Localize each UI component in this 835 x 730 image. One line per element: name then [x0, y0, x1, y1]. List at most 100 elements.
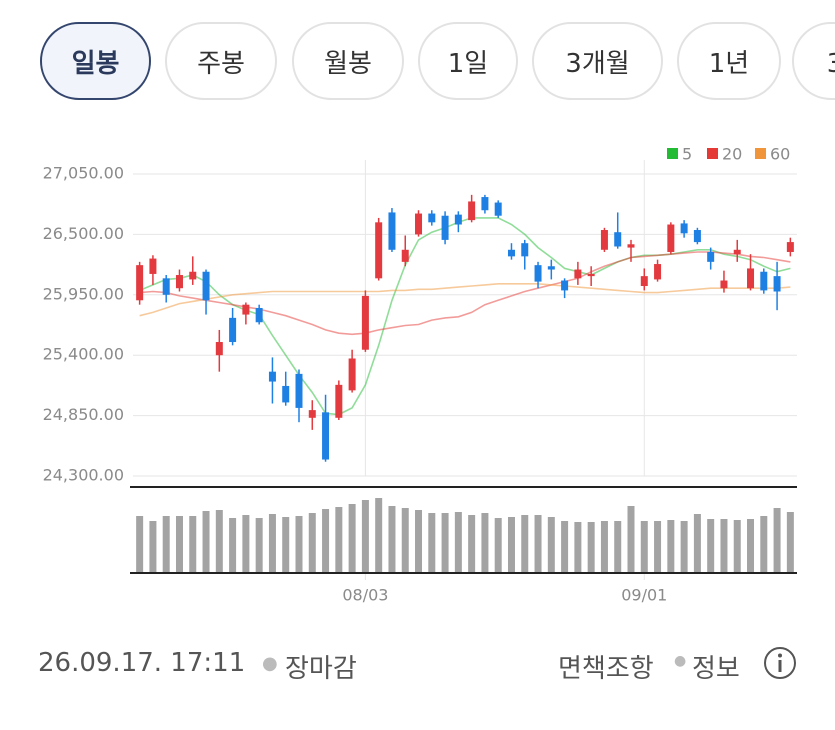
legend-swatch — [755, 148, 766, 159]
volume-bar — [468, 515, 476, 573]
volume-bar — [561, 521, 569, 573]
candle-body — [388, 212, 396, 250]
candle-body — [255, 307, 263, 323]
volume-bar — [587, 522, 595, 573]
candle-body — [136, 265, 144, 301]
footer: 26.09.17. 17:11 ● 장마감 면책조항 ● 정보 — [0, 636, 835, 692]
candle-body — [640, 276, 648, 287]
volume-bar — [614, 521, 622, 573]
candle-body — [481, 197, 489, 211]
candle-body — [202, 271, 210, 301]
volume-bar — [534, 515, 542, 573]
candle-body — [162, 278, 170, 295]
candle-body — [786, 242, 794, 252]
volume-bar — [388, 506, 396, 573]
candle-body — [268, 371, 276, 382]
volume-bar — [348, 504, 356, 573]
volume-bar — [786, 512, 794, 573]
volume-bar — [707, 519, 715, 573]
market-status: 장마감 — [285, 654, 357, 684]
volume-bar — [600, 521, 608, 573]
volume-bar — [773, 508, 781, 573]
period-tab[interactable]: 월봉 — [292, 22, 404, 100]
timestamp: 26.09.17. 17:11 — [38, 648, 246, 678]
candle-body — [574, 269, 582, 279]
volume-bar — [441, 513, 449, 573]
candle-body — [441, 215, 449, 240]
disclaimer-link[interactable]: 면책조항 — [558, 654, 654, 684]
volume-bar — [242, 515, 250, 573]
y-tick-label: 27,050.00 — [43, 164, 124, 183]
volume-bar — [215, 510, 223, 573]
candle-body — [215, 342, 223, 356]
period-tab[interactable]: 주봉 — [165, 22, 277, 100]
candle-body — [149, 258, 157, 274]
volume-bar — [361, 500, 369, 573]
candle-body — [693, 230, 701, 243]
volume-bar — [627, 506, 635, 573]
volume-bar — [175, 516, 183, 573]
candle-body — [401, 249, 409, 262]
y-tick-label: 24,850.00 — [43, 405, 124, 424]
candle-body — [229, 317, 237, 343]
candle-body — [534, 265, 542, 282]
candle-body — [308, 410, 316, 418]
x-tick-label: 09/01 — [621, 586, 667, 605]
candle-body — [507, 249, 515, 257]
volume-bar — [693, 514, 701, 573]
volume-bar — [162, 516, 170, 573]
y-tick-label: 25,950.00 — [43, 284, 124, 303]
candle-body — [747, 268, 755, 289]
candle-body — [587, 273, 595, 277]
candle-body — [733, 249, 741, 255]
volume-bar — [189, 516, 197, 573]
period-tab[interactable]: 3개월 — [532, 22, 663, 100]
candle-body — [454, 214, 462, 225]
volume-bar — [136, 516, 144, 573]
volume-bar — [760, 516, 768, 573]
legend-swatch — [667, 148, 678, 159]
volume-bar — [667, 520, 675, 573]
period-tab[interactable]: 3년 — [792, 22, 835, 100]
volume-bar — [255, 518, 263, 573]
candle-body — [667, 224, 675, 252]
period-tab[interactable]: 1년 — [677, 22, 781, 100]
volume-bar — [733, 520, 741, 573]
period-tab[interactable]: 일봉 — [40, 22, 151, 100]
volume-bar — [507, 517, 515, 573]
volume-bar — [481, 513, 489, 573]
volume-bar — [494, 518, 502, 573]
volume-bar — [720, 519, 728, 573]
volume-bar — [401, 508, 409, 573]
volume-bar — [149, 521, 157, 573]
x-tick-label: 08/03 — [342, 586, 388, 605]
volume-bar — [335, 507, 343, 573]
candle-body — [600, 230, 608, 250]
volume-bar — [295, 516, 303, 573]
y-tick-label: 25,400.00 — [43, 345, 124, 364]
candle-body — [614, 232, 622, 247]
info-link[interactable]: 정보 — [692, 654, 740, 684]
volume-bar — [454, 512, 462, 573]
candle-body — [547, 266, 555, 270]
chart: 24,300.00 24,850.00 25,400.00 25,950.00 26,5… — [43, 145, 797, 605]
candle-body — [375, 222, 383, 279]
candle-body — [720, 280, 728, 289]
volume-bar — [282, 517, 290, 573]
candle-body — [760, 271, 768, 291]
candle-body — [707, 251, 715, 262]
candle-body — [654, 264, 662, 280]
volume-bar — [574, 522, 582, 573]
y-tick-label: 24,300.00 — [43, 466, 124, 485]
volume-bar — [375, 498, 383, 573]
legend-swatch — [707, 148, 718, 159]
candle-body — [175, 275, 183, 289]
period-tabs: 일봉주봉월봉1일3개월1년3년 — [0, 0, 835, 110]
candle-body — [361, 295, 369, 350]
moving-average-line — [139, 283, 791, 317]
info-icon[interactable] — [762, 645, 798, 681]
candle-body — [773, 276, 781, 292]
period-tab[interactable]: 1일 — [418, 22, 518, 100]
candle-body — [680, 223, 688, 234]
candle-body — [415, 213, 423, 235]
